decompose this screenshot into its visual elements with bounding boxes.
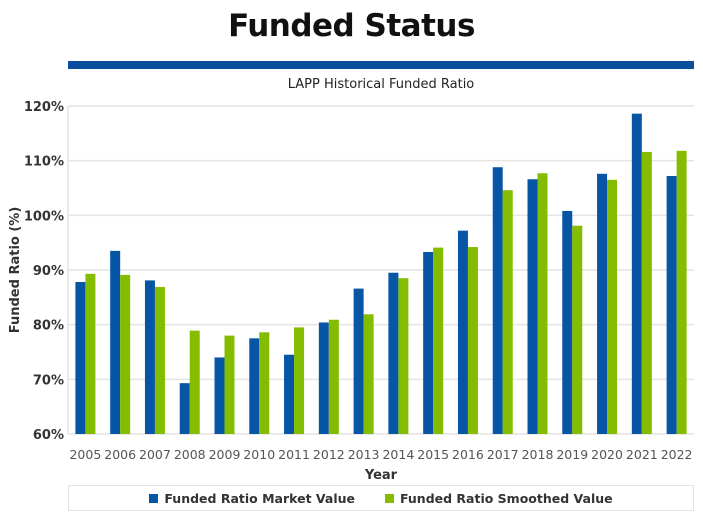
bar-market-2014 xyxy=(388,272,399,434)
x-tick-label: 2011 xyxy=(278,447,310,462)
x-tick-label: 2014 xyxy=(382,447,414,462)
x-tick-label: 2012 xyxy=(313,447,345,462)
bar-market-2011 xyxy=(284,354,295,434)
x-tick-label: 2006 xyxy=(104,447,136,462)
bar-market-2006 xyxy=(110,250,121,434)
bar-market-2008 xyxy=(179,383,190,434)
legend-swatch-market xyxy=(149,493,159,503)
bar-market-2019 xyxy=(562,210,573,434)
bar-market-2005 xyxy=(75,282,86,434)
x-tick-label: 2020 xyxy=(591,447,623,462)
x-tick-label: 2008 xyxy=(174,447,206,462)
x-tick-label: 2018 xyxy=(522,447,554,462)
bar-smoothed-2019 xyxy=(572,225,583,434)
x-tick-label: 2010 xyxy=(243,447,275,462)
bar-smoothed-2015 xyxy=(433,247,444,434)
bar-smoothed-2010 xyxy=(259,332,270,434)
x-axis-title: Year xyxy=(364,468,398,483)
bar-smoothed-2009 xyxy=(224,335,235,434)
x-tick-label: 2016 xyxy=(452,447,484,462)
y-tick-label: 120% xyxy=(24,100,64,115)
bar-smoothed-2008 xyxy=(189,330,200,434)
legend-label-smoothed: Funded Ratio Smoothed Value xyxy=(399,490,613,506)
title-divider xyxy=(68,61,694,69)
legend-item-smoothed: Funded Ratio Smoothed Value xyxy=(384,490,613,506)
legend-swatch-smoothed xyxy=(384,493,394,503)
y-tick-label: 60% xyxy=(33,428,64,443)
y-tick-label: 70% xyxy=(33,373,64,388)
bar-smoothed-2007 xyxy=(154,286,165,434)
bar-smoothed-2016 xyxy=(467,247,478,434)
y-tick-label: 100% xyxy=(24,209,64,224)
page-title: Funded Status xyxy=(228,8,475,44)
bar-smoothed-2014 xyxy=(398,278,409,434)
y-tick-label: 110% xyxy=(24,155,64,170)
bar-market-2022 xyxy=(666,175,677,434)
x-tick-label: 2009 xyxy=(209,447,241,462)
bar-market-2018 xyxy=(527,179,538,434)
x-tick-label: 2022 xyxy=(661,447,693,462)
bar-market-2015 xyxy=(423,251,434,434)
x-tick-label: 2005 xyxy=(69,447,101,462)
chart-title: LAPP Historical Funded Ratio xyxy=(287,77,475,92)
x-tick-label: 2019 xyxy=(556,447,588,462)
x-tick-label: 2017 xyxy=(487,447,519,462)
bar-smoothed-2006 xyxy=(120,274,131,434)
bar-market-2016 xyxy=(457,230,468,434)
y-tick-label: 90% xyxy=(33,264,64,279)
bar-smoothed-2011 xyxy=(294,327,305,434)
bar-market-2021 xyxy=(631,113,642,435)
legend-label-market: Funded Ratio Market Value xyxy=(164,490,355,506)
bar-smoothed-2017 xyxy=(502,190,513,434)
legend: Funded Ratio Market Value Funded Ratio S… xyxy=(68,485,694,511)
bar-market-2013 xyxy=(353,288,364,434)
y-tick-label: 80% xyxy=(33,319,64,334)
bar-smoothed-2020 xyxy=(607,179,618,434)
bar-smoothed-2018 xyxy=(537,173,548,435)
bar-market-2012 xyxy=(318,322,329,434)
x-tick-label: 2021 xyxy=(626,447,658,462)
legend-item-market: Funded Ratio Market Value xyxy=(149,491,355,506)
bar-smoothed-2022 xyxy=(676,150,687,434)
x-tick-label: 2007 xyxy=(139,447,171,462)
bar-market-2010 xyxy=(249,338,260,434)
bar-market-2009 xyxy=(214,357,225,434)
bar-smoothed-2005 xyxy=(85,273,96,434)
bar-market-2017 xyxy=(492,167,503,434)
x-tick-label: 2013 xyxy=(348,447,380,462)
bar-smoothed-2012 xyxy=(328,319,339,434)
bar-market-2007 xyxy=(144,280,155,434)
bar-smoothed-2021 xyxy=(641,151,652,435)
bar-smoothed-2013 xyxy=(363,314,374,434)
y-axis-title: Funded Ratio (%) xyxy=(8,207,23,334)
x-tick-label: 2015 xyxy=(417,447,449,462)
bar-market-2020 xyxy=(597,173,608,434)
